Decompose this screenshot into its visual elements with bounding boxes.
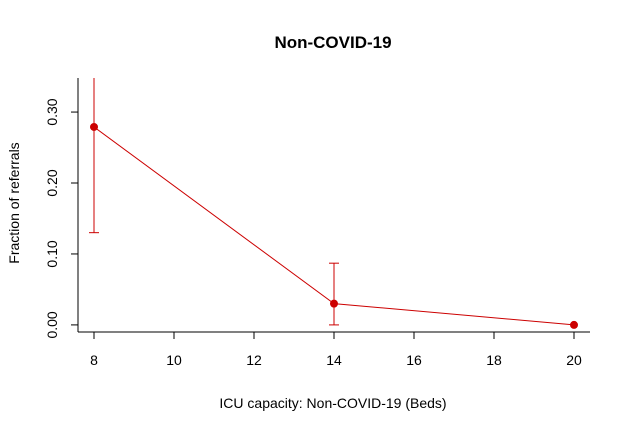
x-tick-label: 20: [566, 352, 582, 368]
x-axis-label: ICU capacity: Non-COVID-19 (Beds): [219, 395, 446, 411]
data-point: [90, 122, 98, 131]
plot-area: [89, 78, 578, 329]
data-point: [570, 320, 578, 329]
axes: 8 10 12 14 16 18 20 0.00 0.10 0.20 0.30: [44, 78, 590, 368]
y-axis-label: Fraction of referrals: [6, 142, 22, 263]
x-tick-label: 14: [326, 352, 342, 368]
x-tick-label: 8: [90, 352, 98, 368]
data-point: [330, 299, 338, 308]
y-tick-label: 0.10: [44, 240, 60, 267]
x-tick-label: 18: [486, 352, 502, 368]
x-tick-label: 12: [246, 352, 262, 368]
chart-title: Non-COVID-19: [274, 33, 391, 52]
x-tick-label: 16: [406, 352, 422, 368]
x-tick-label: 10: [166, 352, 182, 368]
y-tick-label: 0.00: [44, 311, 60, 338]
y-tick-label: 0.20: [44, 169, 60, 196]
y-tick-label: 0.30: [44, 98, 60, 125]
